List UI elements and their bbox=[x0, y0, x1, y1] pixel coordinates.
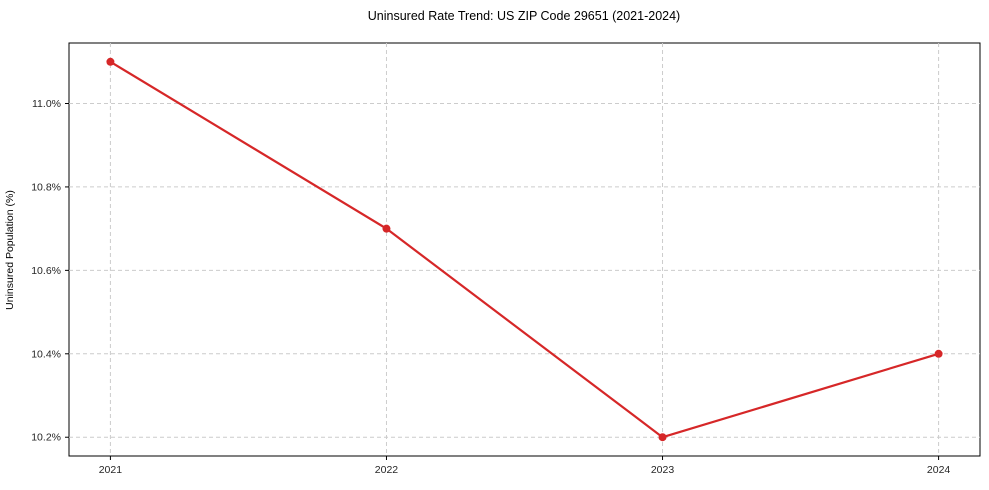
y-tick-label: 11.0% bbox=[32, 98, 61, 110]
y-axis-label: Uninsured Population (%) bbox=[4, 190, 16, 310]
x-tick-label: 2023 bbox=[651, 464, 675, 476]
chart-title: Uninsured Rate Trend: US ZIP Code 29651 … bbox=[368, 9, 680, 23]
y-tick-label: 10.8% bbox=[31, 181, 61, 193]
trend-series bbox=[106, 57, 943, 442]
data-point-2021 bbox=[106, 57, 115, 66]
data-point-2023 bbox=[658, 433, 667, 442]
y-tick-label: 10.2% bbox=[31, 432, 61, 444]
y-tick-label: 10.4% bbox=[31, 348, 61, 360]
tick-marks bbox=[65, 102, 940, 460]
data-point-2022 bbox=[382, 224, 391, 233]
x-tick-label: 2021 bbox=[99, 464, 123, 476]
x-tick-label: 2024 bbox=[927, 464, 951, 476]
trend-line bbox=[109, 60, 940, 439]
tick-labels: 2021 2022 2023 2024 10.2% 10.4% 10.6% 10.8% 11.0… bbox=[31, 98, 950, 476]
y-tick-label: 10.6% bbox=[31, 265, 61, 277]
plot-area bbox=[68, 42, 981, 457]
x-tick-label: 2022 bbox=[375, 464, 399, 476]
data-point-2024 bbox=[934, 349, 943, 358]
gridlines bbox=[69, 43, 980, 456]
